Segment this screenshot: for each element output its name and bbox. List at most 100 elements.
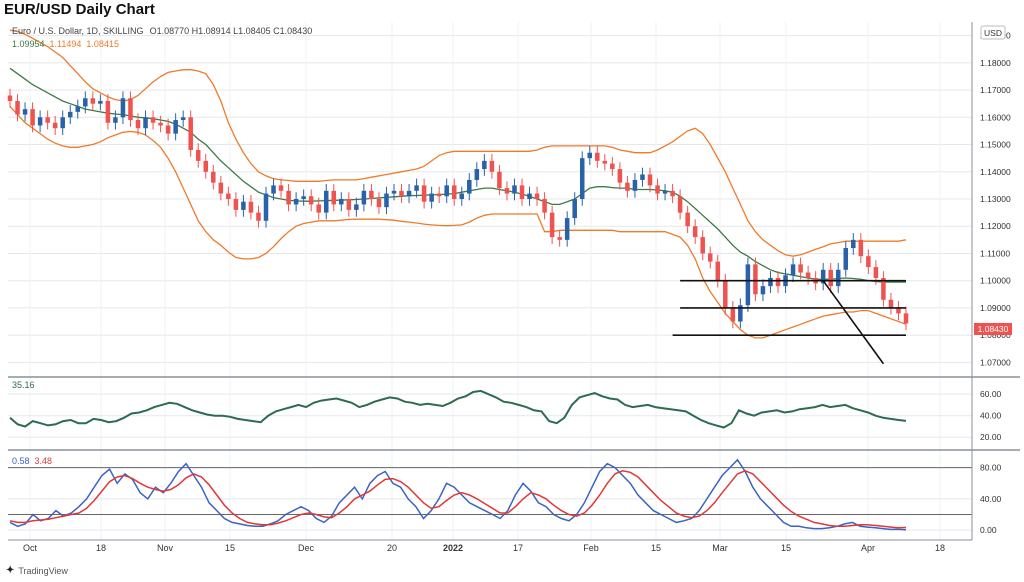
price-tick-label: 1.08000: [980, 330, 1011, 340]
symbol-info: Euro / U.S. Dollar, 1D, SKILLING O1.08770…: [12, 26, 312, 36]
candle: [15, 100, 20, 115]
candle: [851, 239, 856, 249]
candle: [685, 212, 690, 227]
time-tick-label: 18: [935, 543, 945, 553]
candle: [542, 199, 547, 213]
stochastic-tick-label: 40.00: [980, 494, 1002, 504]
candle: [248, 201, 254, 213]
trend-line: [822, 280, 885, 365]
candle: [828, 269, 833, 287]
candle: [436, 193, 442, 197]
candle: [331, 190, 337, 205]
rsi-tick-label: 40.00: [980, 411, 1002, 421]
candle: [723, 280, 728, 308]
candle: [564, 218, 570, 240]
candle: [881, 277, 886, 300]
candle: [98, 100, 103, 104]
candle: [587, 152, 593, 159]
candle: [361, 190, 367, 205]
candle: [323, 190, 329, 213]
candle: [632, 179, 638, 191]
candle: [692, 226, 698, 238]
candle: [135, 120, 141, 129]
candle: [203, 160, 209, 172]
rsi-lines: [9, 389, 907, 429]
candle: [188, 117, 193, 150]
stochastic-tick-label: 80.00: [980, 463, 1002, 473]
candle: [843, 248, 849, 270]
candle: [534, 193, 540, 199]
price-tick-label: 1.13000: [980, 194, 1011, 204]
time-tick-label: Feb: [583, 543, 599, 553]
candle: [113, 117, 118, 123]
rsi-grid: [8, 393, 972, 438]
price-tick-label: 1.17000: [980, 85, 1011, 95]
candle: [579, 158, 585, 199]
candle: [640, 174, 645, 180]
price-tick-label: 1.14000: [980, 167, 1011, 177]
price-tick-label: 1.07000: [980, 357, 1011, 367]
rsi-tick-label: 60.00: [980, 389, 1002, 399]
candle: [504, 188, 510, 194]
candle: [655, 185, 660, 194]
candle: [753, 264, 758, 295]
price-tick-label: 1.10000: [980, 276, 1011, 286]
price-axis: 1.07000 1.08000 1.09000 1.10000 1.11000 1.120…: [980, 30, 1011, 535]
candle: [83, 98, 88, 107]
candle: [444, 185, 449, 197]
time-tick-label: 2022: [443, 543, 463, 553]
svg-text:1.08430: 1.08430: [978, 324, 1009, 334]
candle: [474, 169, 480, 180]
candle: [497, 171, 502, 189]
stochastic-grid: [8, 467, 972, 531]
time-tick-label: Mar: [712, 543, 728, 553]
candle: [158, 122, 163, 126]
candle: [150, 117, 156, 123]
candle: [120, 98, 126, 118]
candle: [602, 160, 608, 164]
candle: [527, 193, 532, 199]
support-resistance-lines: [672, 279, 906, 365]
candle: [790, 264, 796, 276]
brand-name: TradingView: [18, 565, 68, 576]
time-tick-label: 17: [513, 543, 523, 553]
candle: [625, 182, 630, 191]
price-tick-label: 1.12000: [980, 221, 1011, 231]
candle: [211, 171, 216, 183]
time-tick-label: Dec: [298, 543, 315, 553]
candle: [256, 212, 261, 221]
candle: [903, 313, 909, 324]
time-tick-label: Nov: [157, 543, 174, 553]
stochastic-lines: [9, 458, 907, 531]
candle: [339, 199, 344, 205]
candle: [572, 199, 577, 219]
candle: [775, 277, 781, 287]
candle: [241, 201, 246, 210]
candle: [67, 111, 73, 118]
candle: [286, 190, 291, 205]
stochastic-panel: 0.58 3.48: [8, 456, 972, 531]
candle: [595, 152, 600, 161]
candle: [173, 120, 178, 134]
candle: [670, 190, 675, 197]
candle: [376, 199, 382, 208]
candle: [271, 185, 276, 194]
time-tick-label: Apr: [861, 543, 875, 553]
candle: [60, 117, 65, 129]
candle: [873, 267, 879, 278]
candle: [662, 190, 668, 194]
candle: [896, 307, 901, 314]
rsi-line: [9, 389, 907, 429]
candle: [406, 190, 412, 197]
candle: [165, 125, 171, 134]
candle: [105, 100, 111, 123]
candle: [421, 185, 427, 202]
candle: [820, 269, 826, 284]
price-tick-label: 1.11000: [980, 248, 1010, 258]
candle: [557, 237, 562, 240]
rsi-panel: 35.16: [8, 380, 972, 438]
rsi-tick-label: 20.00: [980, 432, 1002, 442]
candle: [451, 185, 457, 199]
bb-lower-line: [9, 105, 907, 339]
currency-badge[interactable]: USD: [980, 25, 1006, 40]
